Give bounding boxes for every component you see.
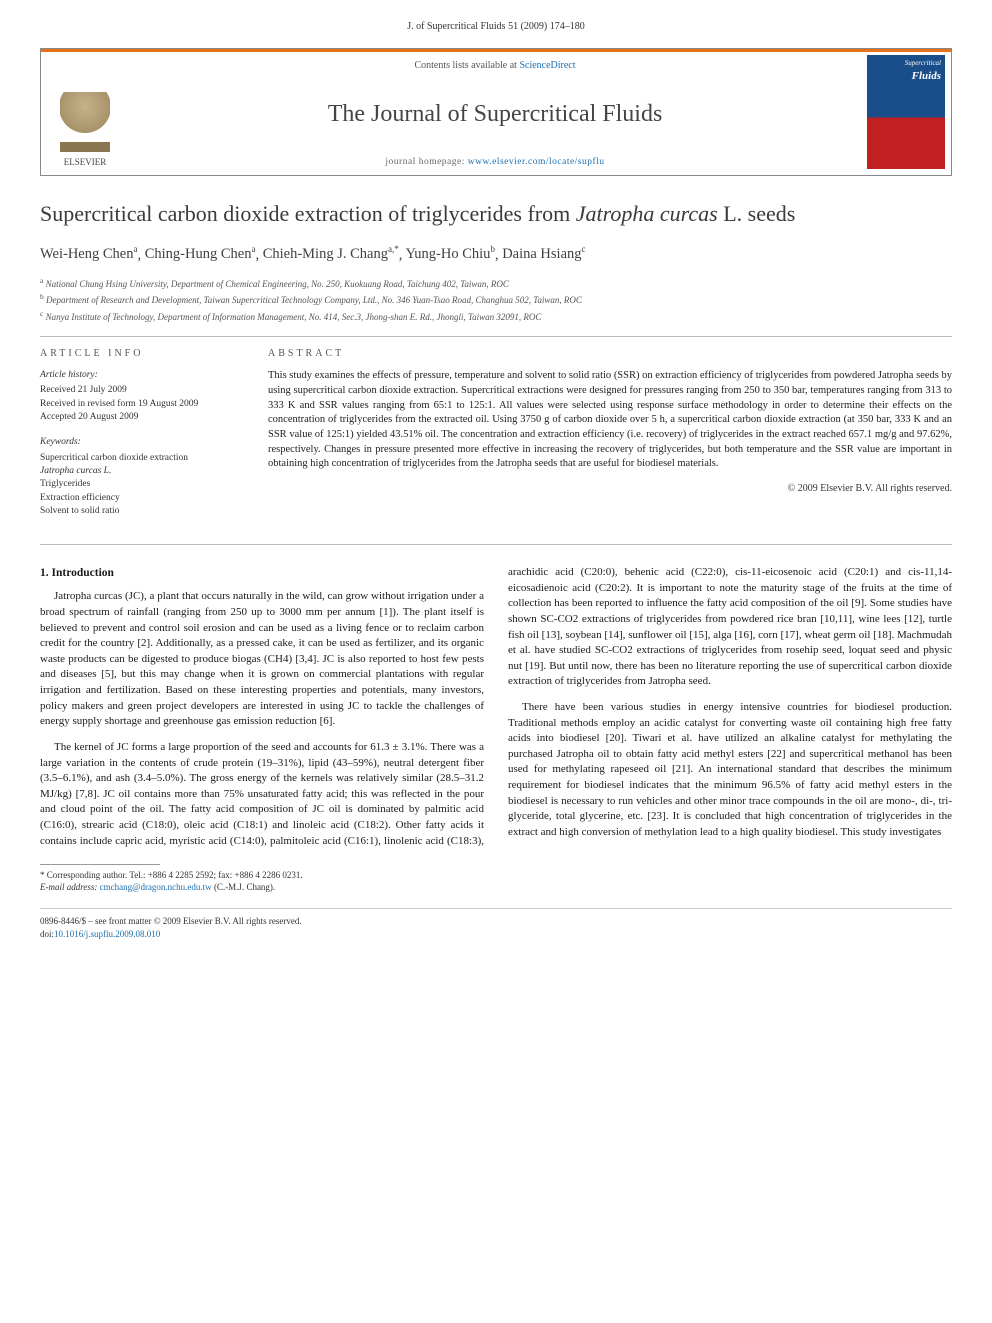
author-affil-sup: c (582, 245, 586, 255)
history-line: Received in revised form 19 August 2009 (40, 398, 240, 411)
title-pre: Supercritical carbon dioxide extraction … (40, 201, 576, 226)
keywords-heading: Keywords: (40, 436, 240, 449)
doi-label: doi: (40, 929, 54, 939)
contents-prefix: Contents lists available at (414, 60, 519, 71)
author: Daina Hsiangc (502, 246, 585, 262)
publisher-logo: ELSEVIER (41, 49, 129, 175)
journal-title: The Journal of Supercritical Fluids (137, 98, 853, 132)
doi-link[interactable]: 10.1016/j.supflu.2009.08.010 (54, 929, 160, 939)
author-affil-sup: a (251, 245, 255, 255)
author-name: Ching-Hung Chen (145, 246, 252, 262)
elsevier-tree-icon (60, 92, 110, 152)
keyword: Jatropha curcas L. (40, 465, 240, 478)
cover-line2: Fluids (912, 69, 941, 84)
author-affil-sup: a (133, 245, 137, 255)
article-history: Article history: Received 21 July 2009 R… (40, 369, 240, 424)
author-name: Chieh-Ming J. Chang (263, 246, 388, 262)
affiliation: c Nanya Institute of Technology, Departm… (40, 308, 952, 325)
keyword-em: Jatropha curcas L. (40, 466, 111, 476)
keyword: Triglycerides (40, 478, 240, 491)
article-info: ARTICLE INFO Article history: Received 2… (40, 347, 240, 530)
keyword: Solvent to solid ratio (40, 505, 240, 518)
homepage-line: journal homepage: www.elsevier.com/locat… (137, 156, 853, 169)
history-heading: Article history: (40, 369, 240, 382)
affiliation: b Department of Research and Development… (40, 291, 952, 308)
author-name: Wei-Heng Chen (40, 246, 133, 262)
header-center: Contents lists available at ScienceDirec… (129, 49, 861, 175)
body-paragraph: There have been various studies in energ… (508, 700, 952, 840)
footnote-separator (40, 864, 160, 865)
doi-line: doi:10.1016/j.supflu.2009.08.010 (40, 928, 302, 941)
history-line: Accepted 20 August 2009 (40, 411, 240, 424)
email-who: (C.-M.J. Chang). (212, 882, 276, 892)
bottom-bar: 0896-8446/$ – see front matter © 2009 El… (40, 908, 952, 940)
affil-sup: c (40, 309, 43, 318)
article-title: Supercritical carbon dioxide extraction … (40, 200, 952, 228)
history-line: Received 21 July 2009 (40, 384, 240, 397)
front-matter-line: 0896-8446/$ – see front matter © 2009 El… (40, 915, 302, 940)
author-name: Daina Hsiang (502, 246, 581, 262)
homepage-link[interactable]: www.elsevier.com/locate/supflu (468, 157, 605, 167)
sciencedirect-link[interactable]: ScienceDirect (519, 60, 575, 71)
affiliation: a National Chung Hsing University, Depar… (40, 275, 952, 292)
author: Ching-Hung Chena (145, 246, 256, 262)
affil-sup: a (40, 276, 43, 285)
affil-text: Department of Research and Development, … (46, 295, 582, 305)
footnotes: * Corresponding author. Tel.: +886 4 228… (40, 869, 952, 894)
title-species: Jatropha curcas (576, 201, 718, 226)
corresponding-footnote: * Corresponding author. Tel.: +886 4 228… (40, 869, 952, 882)
front-matter-text: 0896-8446/$ – see front matter © 2009 El… (40, 915, 302, 928)
journal-cover-thumb: Supercritical Fluids (867, 55, 945, 169)
corresponding-star: * (394, 245, 399, 255)
abstract-text: This study examines the effects of press… (268, 369, 952, 472)
author: Wei-Heng Chena (40, 246, 137, 262)
author-name: Yung-Ho Chiu (405, 246, 490, 262)
abstract-heading: ABSTRACT (268, 347, 952, 361)
cover-line1: Supercritical (905, 59, 941, 69)
affil-text: Nanya Institute of Technology, Departmen… (46, 312, 542, 322)
article-info-heading: ARTICLE INFO (40, 347, 240, 361)
homepage-prefix: journal homepage: (385, 157, 467, 167)
author-list: Wei-Heng Chena, Ching-Hung Chena, Chieh-… (40, 244, 952, 265)
affil-sup: b (40, 292, 44, 301)
body-paragraph: Jatropha curcas (JC), a plant that occur… (40, 589, 484, 729)
abstract-copyright: © 2009 Elsevier B.V. All rights reserved… (268, 482, 952, 496)
article-meta-row: ARTICLE INFO Article history: Received 2… (40, 336, 952, 545)
affil-text: National Chung Hsing University, Departm… (46, 279, 509, 289)
section-heading: 1. Introduction (40, 565, 484, 581)
header-accent-bar (41, 49, 951, 52)
keywords-block: Keywords: Supercritical carbon dioxide e… (40, 436, 240, 518)
email-label: E-mail address: (40, 882, 100, 892)
affiliations: a National Chung Hsing University, Depar… (40, 275, 952, 325)
keyword: Extraction efficiency (40, 492, 240, 505)
author-affil-sup: b (490, 245, 495, 255)
title-post: L. seeds (718, 201, 796, 226)
journal-reference: J. of Supercritical Fluids 51 (2009) 174… (40, 20, 952, 34)
email-footnote: E-mail address: cmchang@dragon.nchu.edu.… (40, 881, 952, 894)
author: Chieh-Ming J. Changa,* (263, 246, 399, 262)
journal-header: ELSEVIER Contents lists available at Sci… (40, 48, 952, 176)
keyword: Supercritical carbon dioxide extraction (40, 452, 240, 465)
email-link[interactable]: cmchang@dragon.nchu.edu.tw (100, 882, 212, 892)
body-columns: 1. Introduction Jatropha curcas (JC), a … (40, 565, 952, 850)
abstract: ABSTRACT This study examines the effects… (268, 347, 952, 530)
contents-line: Contents lists available at ScienceDirec… (137, 59, 853, 73)
author: Yung-Ho Chiub (405, 246, 495, 262)
publisher-name: ELSEVIER (64, 156, 107, 169)
